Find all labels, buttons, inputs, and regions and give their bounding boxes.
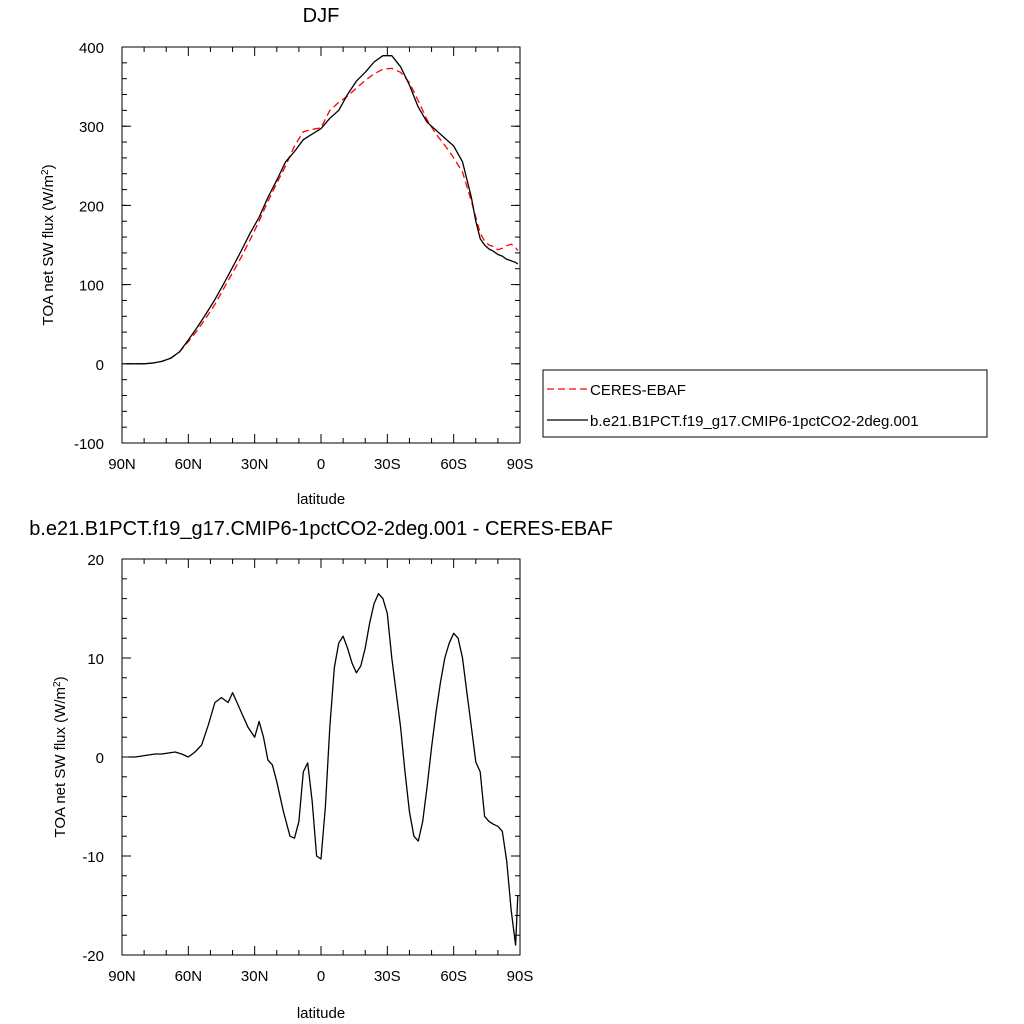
legend-box	[542, 369, 988, 438]
top-y-tick-label: 300	[79, 119, 104, 136]
top-x-axis-label: latitude	[297, 491, 345, 508]
top-y-axis-label: TOA net SW flux (W/m2)	[40, 164, 58, 325]
bottom-y-tick-label: 0	[96, 750, 104, 767]
top-x-tick-labels: 90N 60N 30N 0 30S 60S 90S	[108, 456, 533, 473]
bottom-y-tick-label: 20	[87, 552, 104, 569]
top-axis-ticks	[121, 46, 521, 444]
top-y-tick-label: 0	[96, 357, 104, 374]
bottom-x-tick-labels: 90N 60N 30N 0 30S 60S 90S	[108, 968, 533, 985]
bottom-plot-frame	[121, 558, 521, 956]
bottom-y-tick-label: -20	[82, 948, 104, 965]
top-y-tick-label: 200	[79, 198, 104, 215]
top-plot-frame	[121, 46, 521, 444]
bottom-x-tick-label: 90S	[507, 968, 534, 985]
top-series-lines	[126, 55, 519, 365]
legend: CERES-EBAF b.e21.B1PCT.f19_g17.CMIP6-1pc…	[542, 369, 988, 438]
top-y-tick-label: -100	[74, 436, 104, 453]
legend-label-ceres: CERES-EBAF	[590, 382, 686, 399]
bottom-x-tick-label: 30S	[374, 968, 401, 985]
top-x-tick-label: 90N	[108, 456, 136, 473]
top-x-tick-label: 60N	[175, 456, 203, 473]
bottom-x-tick-label: 90N	[108, 968, 136, 985]
top-y-tick-labels: -100 0 100 200 300 400	[74, 40, 104, 453]
top-chart: DJF 90N 60N 30N 0 30S 60S 90S -100 0 100 200 300 40…	[40, 5, 534, 508]
bottom-axis-ticks	[121, 558, 521, 956]
top-y-tick-label: 400	[79, 40, 104, 57]
bottom-series-line-0	[128, 593, 519, 946]
top-y-tick-label: 100	[79, 278, 104, 295]
top-x-tick-label: 30N	[241, 456, 269, 473]
top-x-tick-label: 30S	[374, 456, 401, 473]
bottom-x-tick-label: 60N	[175, 968, 203, 985]
bottom-y-axis-label: TOA net SW flux (W/m2)	[52, 676, 70, 837]
top-series-line-0	[126, 67, 519, 365]
top-x-tick-label: 0	[317, 456, 325, 473]
bottom-chart-title: b.e21.B1PCT.f19_g17.CMIP6-1pctCO2-2deg.0…	[29, 518, 613, 540]
bottom-y-tick-label: 10	[87, 651, 104, 668]
bottom-y-tick-label: -10	[82, 849, 104, 866]
bottom-chart: b.e21.B1PCT.f19_g17.CMIP6-1pctCO2-2deg.0…	[29, 518, 613, 1022]
bottom-y-tick-labels: -20 -10 0 10 20	[82, 552, 104, 965]
top-chart-title: DJF	[303, 5, 340, 27]
bottom-x-tick-label: 0	[317, 968, 325, 985]
bottom-x-axis-label: latitude	[297, 1005, 345, 1022]
legend-label-model: b.e21.B1PCT.f19_g17.CMIP6-1pctCO2-2deg.0…	[590, 413, 919, 430]
top-x-tick-label: 60S	[440, 456, 467, 473]
bottom-x-tick-label: 30N	[241, 968, 269, 985]
bottom-x-tick-label: 60S	[440, 968, 467, 985]
top-series-line-1	[126, 55, 519, 365]
top-x-tick-label: 90S	[507, 456, 534, 473]
bottom-series-lines	[128, 593, 519, 946]
